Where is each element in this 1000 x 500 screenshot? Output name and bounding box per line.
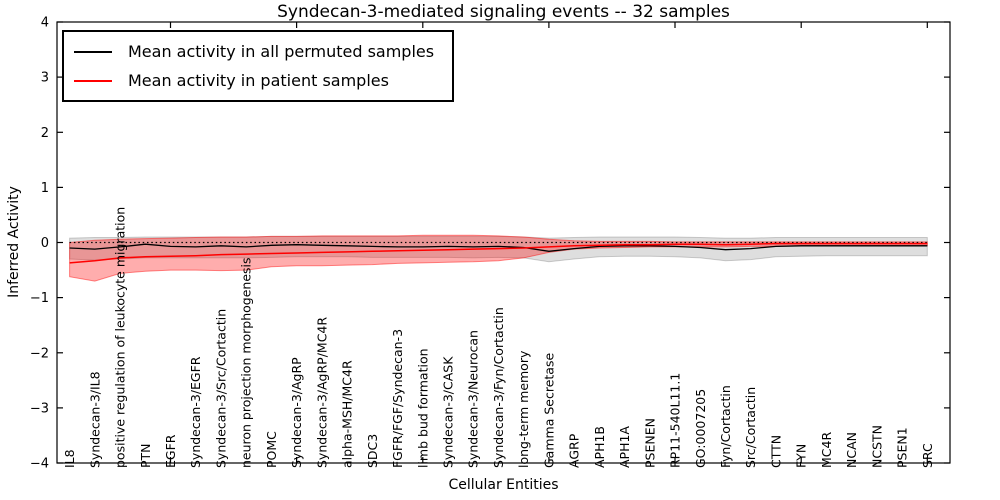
- x-category-label: RP11-540L11.1: [668, 373, 683, 468]
- x-category-label: Syndecan-3/CASK: [441, 356, 456, 468]
- x-category-label: alpha-MSH/MC4R: [340, 360, 355, 468]
- x-category-label: PTN: [138, 443, 153, 468]
- legend-label-patient: Mean activity in patient samples: [128, 71, 389, 90]
- x-category-label: POMC: [264, 431, 279, 468]
- x-category-label: Syndecan-3/AgRP: [289, 357, 304, 468]
- x-category-label: Syndecan-3/Src/Cortactin: [213, 309, 228, 468]
- y-tick-label: 1: [41, 181, 49, 196]
- x-category-label: long-term memory: [516, 350, 531, 468]
- x-category-label: positive regulation of leukocyte migrati…: [113, 207, 128, 468]
- x-category-label: SDC3: [365, 434, 380, 468]
- x-category-label: GO:0007205: [693, 389, 708, 468]
- y-tick-label: −2: [30, 346, 49, 361]
- x-category-label: PSENEN: [642, 418, 657, 468]
- x-category-label: MC4R: [819, 432, 834, 468]
- x-category-label: EGFR: [163, 434, 178, 468]
- legend-item-patient: Mean activity in patient samples: [74, 66, 434, 95]
- legend-item-permuted: Mean activity in all permuted samples: [74, 37, 434, 66]
- y-tick-label: 3: [41, 71, 49, 86]
- x-category-label: NCSTN: [869, 425, 884, 468]
- x-category-label: NCAN: [844, 432, 859, 468]
- band: [69, 234, 928, 282]
- y-tick-label: 0: [41, 236, 49, 251]
- x-category-label: FGFR/FGF/Syndecan-3: [390, 329, 405, 468]
- y-tick-label: 4: [41, 16, 49, 31]
- x-category-label: IL8: [62, 449, 77, 468]
- y-tick-label: −3: [30, 401, 49, 416]
- x-category-label: AGRP: [567, 433, 582, 468]
- x-category-label: Src/Cortactin: [743, 387, 758, 468]
- x-category-label: Syndecan-3/Fyn/Cortactin: [491, 307, 506, 468]
- patient-mean-line: [69, 242, 928, 264]
- x-category-label: CTTN: [768, 435, 783, 468]
- permuted-mean-line: [69, 243, 928, 252]
- chart-title: Syndecan-3-mediated signaling events -- …: [277, 2, 730, 22]
- x-axis-label: Cellular Entities: [448, 477, 559, 493]
- y-tick-label: −4: [30, 457, 49, 472]
- x-category-label: APH1B: [592, 426, 607, 468]
- legend-line-patient-icon: [74, 79, 112, 82]
- legend-line-permuted-icon: [74, 50, 112, 53]
- x-category-label: PSEN1: [895, 427, 910, 468]
- x-category-label: Syndecan-3/IL8: [87, 371, 102, 468]
- x-category-label: neuron projection morphogenesis: [239, 257, 254, 468]
- x-category-label: Syndecan-3/EGFR: [188, 356, 203, 468]
- x-category-label: Fyn/Cortactin: [718, 385, 733, 468]
- x-category-label: SRC: [920, 443, 935, 468]
- x-category-label: Syndecan-3/AgRP/MC4R: [314, 317, 329, 468]
- x-category-label: Gamma Secretase: [541, 353, 556, 468]
- legend-label-permuted: Mean activity in all permuted samples: [128, 42, 435, 61]
- x-category-label: APH1A: [617, 426, 632, 468]
- x-category-label: FYN: [794, 444, 809, 468]
- y-tick-label: −1: [30, 291, 49, 306]
- x-category-label: Syndecan-3/Neurocan: [466, 330, 481, 468]
- legend: Mean activity in all permuted samples Me…: [62, 30, 455, 102]
- x-category-label: limb bud formation: [415, 348, 430, 468]
- y-tick-label: 2: [41, 126, 49, 141]
